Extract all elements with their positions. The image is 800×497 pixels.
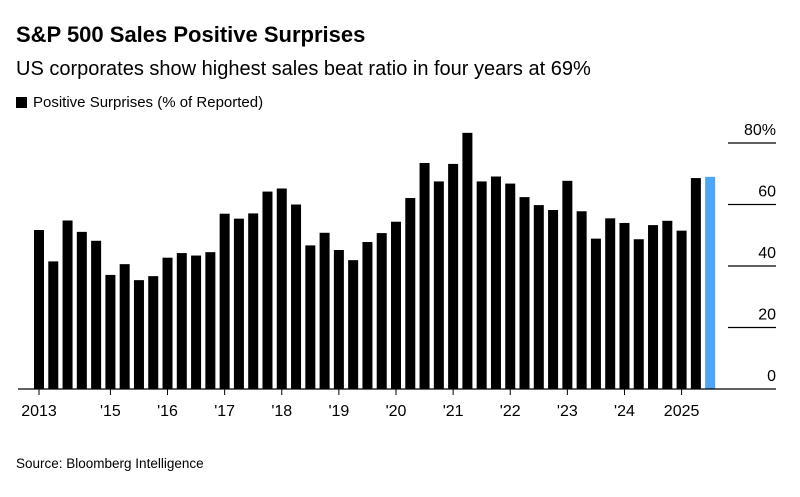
bar <box>619 222 630 389</box>
bar <box>162 257 173 389</box>
bar <box>705 176 716 389</box>
bar <box>62 220 73 389</box>
bar <box>176 253 187 389</box>
bar <box>605 218 616 389</box>
bar <box>562 180 573 389</box>
bar <box>105 274 116 389</box>
x-tick-label: '22 <box>500 403 521 420</box>
bar <box>676 230 687 389</box>
y-tick-label: 0 <box>767 368 776 385</box>
bar <box>133 280 144 389</box>
bar <box>376 233 387 389</box>
bar <box>48 261 59 389</box>
bar <box>391 221 401 389</box>
chart-subtitle: US corporates show highest sales beat ra… <box>16 58 591 80</box>
x-tick-label: '19 <box>328 403 349 420</box>
bar <box>191 255 202 389</box>
source-note: Source: Bloomberg Intelligence <box>16 456 204 471</box>
bar <box>205 252 216 389</box>
bar <box>34 230 44 389</box>
bar <box>405 198 416 389</box>
x-tick-label: '16 <box>157 403 178 420</box>
bar <box>362 242 373 389</box>
bar <box>276 188 287 389</box>
bar <box>590 238 601 389</box>
bar <box>490 176 501 389</box>
y-tick-label: 60 <box>758 184 776 201</box>
x-tick-label: '23 <box>557 403 578 420</box>
bar <box>476 181 487 389</box>
bar <box>505 183 516 389</box>
bar <box>262 191 273 389</box>
bar <box>448 163 459 389</box>
chart-title: S&P 500 Sales Positive Surprises <box>16 22 366 47</box>
x-tick-label: '15 <box>100 403 121 420</box>
bar <box>690 178 701 389</box>
x-tick-label: '17 <box>214 403 235 420</box>
legend-label: Positive Surprises (% of Reported) <box>33 94 264 111</box>
bar <box>462 132 473 390</box>
x-tick-label: '24 <box>614 403 635 420</box>
bar <box>433 181 444 389</box>
bar <box>148 276 159 389</box>
x-tick-label: '21 <box>443 403 464 420</box>
bar <box>419 162 430 389</box>
legend: Positive Surprises (% of Reported) <box>16 94 263 111</box>
x-tick-label: '20 <box>386 403 407 420</box>
bar <box>219 213 230 389</box>
bar <box>305 245 316 389</box>
bar <box>633 239 644 389</box>
bar <box>319 232 330 389</box>
y-tick-label: 20 <box>758 307 776 324</box>
bar <box>533 205 544 389</box>
x-tick-label: 2025 <box>664 403 700 420</box>
bar <box>248 213 259 389</box>
bar <box>576 211 587 389</box>
bar <box>648 225 659 389</box>
bar <box>76 231 87 389</box>
bar <box>333 250 344 389</box>
bar <box>548 210 559 389</box>
y-tick-label: 80% <box>744 122 776 139</box>
bar <box>291 204 302 389</box>
bar <box>119 264 130 389</box>
legend-swatch <box>16 97 27 108</box>
y-tick-label: 40 <box>758 245 776 262</box>
x-tick-label: '18 <box>271 403 292 420</box>
bar <box>91 240 102 389</box>
x-tick-label: 2013 <box>21 403 57 420</box>
bar <box>662 220 673 389</box>
bar <box>233 218 244 389</box>
bar <box>348 260 359 389</box>
bar <box>519 197 530 389</box>
